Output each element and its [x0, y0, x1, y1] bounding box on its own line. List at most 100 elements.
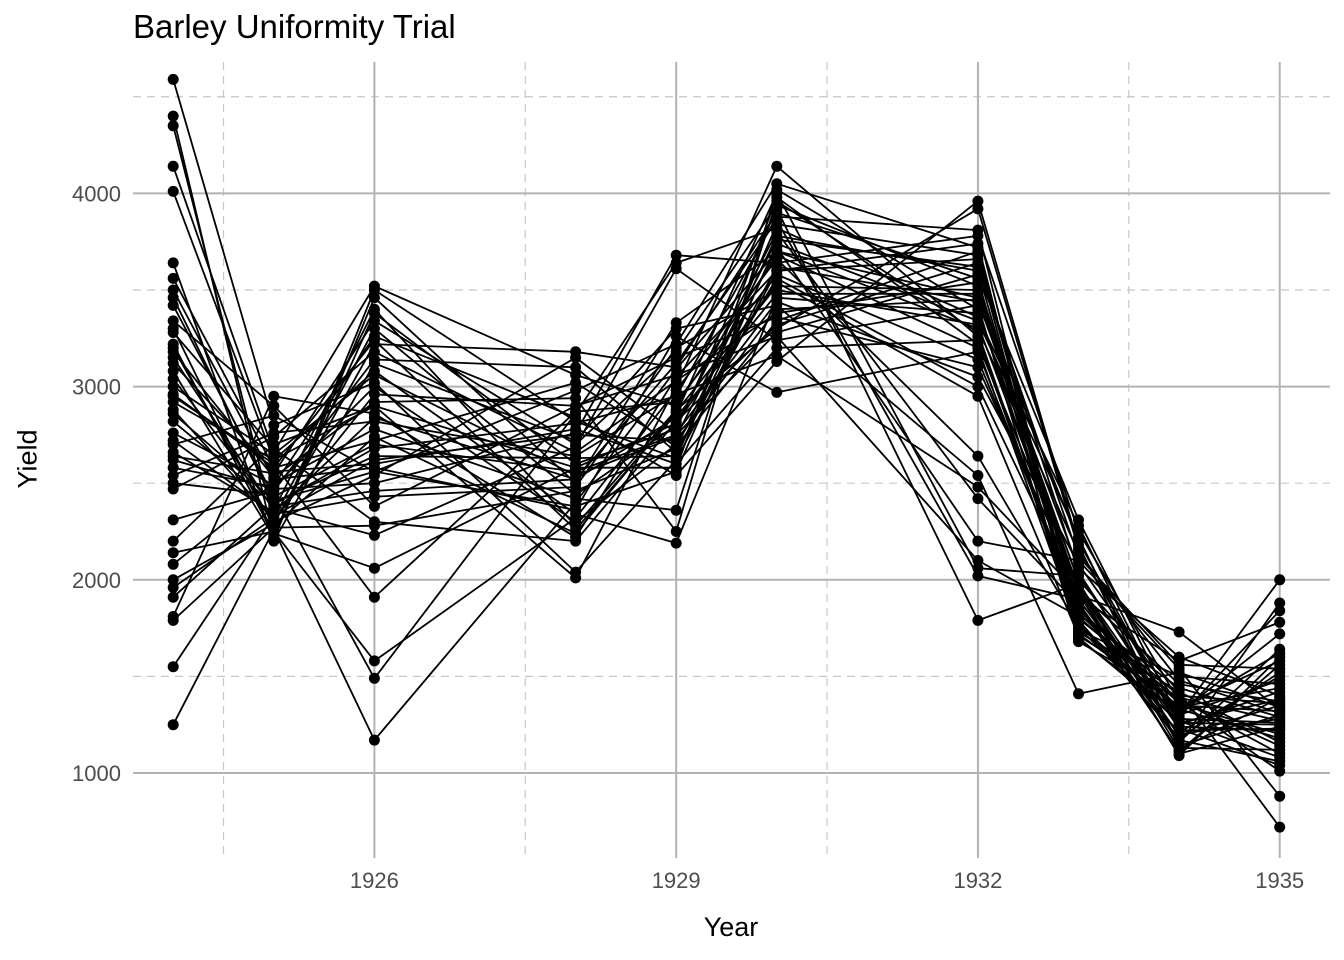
- data-point: [771, 214, 783, 226]
- data-point: [972, 481, 984, 493]
- data-point: [771, 222, 783, 234]
- data-point: [268, 431, 280, 443]
- data-point: [972, 230, 984, 242]
- data-point: [972, 493, 984, 505]
- series-line: [172, 250, 1280, 718]
- data-point: [167, 299, 179, 311]
- data-point: [570, 369, 582, 381]
- data-point: [570, 512, 582, 524]
- series-line: [172, 182, 1280, 685]
- data-point: [368, 491, 380, 503]
- data-point: [368, 354, 380, 365]
- data-point: [570, 400, 582, 412]
- data-point: [1173, 730, 1185, 742]
- data-point: [972, 354, 984, 365]
- series-line: [172, 234, 1281, 740]
- data-point: [570, 572, 582, 584]
- data-point: [771, 307, 783, 319]
- series-line: [172, 196, 1280, 738]
- data-point: [771, 334, 783, 346]
- data-point: [167, 454, 179, 466]
- data-point: [167, 284, 179, 296]
- data-point: [368, 408, 380, 420]
- data-point: [1073, 535, 1084, 547]
- data-point: [570, 462, 582, 474]
- data-point: [268, 454, 280, 466]
- data-point: [1073, 562, 1084, 574]
- y-tick-label: 1000: [72, 761, 121, 786]
- data-point: [670, 323, 682, 335]
- data-point: [167, 446, 179, 458]
- data-point: [1274, 647, 1286, 659]
- data-point: [771, 323, 783, 335]
- data-point: [771, 284, 783, 296]
- data-point: [368, 303, 380, 315]
- data-point: [972, 614, 984, 626]
- series-line: [172, 292, 1280, 726]
- data-point: [167, 462, 179, 474]
- data-point: [570, 423, 582, 435]
- data-point: [570, 446, 582, 458]
- data-point: [1274, 678, 1286, 690]
- data-point: [972, 562, 984, 574]
- data-point: [368, 734, 380, 746]
- data-point: [1274, 755, 1286, 767]
- data-point: [368, 529, 380, 541]
- data-point: [670, 330, 682, 342]
- data-point: [368, 591, 380, 603]
- data-point: [167, 415, 179, 427]
- data-point: [167, 120, 179, 132]
- data-point: [368, 562, 380, 574]
- data-point: [570, 377, 582, 389]
- data-point: [670, 537, 682, 549]
- data-point: [167, 470, 179, 481]
- data-point: [1274, 723, 1286, 735]
- data-point: [670, 257, 682, 269]
- data-point: [368, 500, 380, 512]
- data-point: [972, 390, 984, 402]
- data-point: [570, 473, 582, 485]
- data-point: [570, 497, 582, 508]
- data-point: [670, 435, 682, 447]
- data-point: [268, 439, 280, 450]
- data-point: [167, 323, 179, 335]
- data-point: [368, 315, 380, 327]
- data-point: [670, 526, 682, 537]
- data-point: [368, 346, 380, 358]
- data-point: [771, 191, 783, 203]
- y-tick-label: 2000: [72, 568, 121, 593]
- series-line: [172, 281, 1281, 710]
- data-point: [771, 386, 783, 398]
- grid: [133, 62, 1330, 858]
- data-point: [972, 338, 984, 350]
- data-point: [771, 203, 783, 215]
- data-point: [368, 435, 380, 447]
- data-point: [1274, 686, 1286, 698]
- data-point: [1073, 688, 1084, 700]
- data-point: [167, 365, 179, 377]
- data-point: [167, 558, 179, 570]
- series-line: [172, 207, 1280, 726]
- y-tick-label: 3000: [72, 375, 121, 400]
- data-point: [268, 508, 280, 520]
- series-lines: [172, 79, 1281, 828]
- data-point: [1274, 699, 1286, 711]
- data-point: [771, 356, 783, 367]
- data-point: [771, 253, 783, 265]
- data-point: [167, 408, 179, 420]
- x-tick-label: 1935: [1255, 868, 1304, 893]
- data-point: [167, 719, 179, 731]
- data-point: [167, 582, 179, 593]
- data-point: [972, 346, 984, 358]
- data-point: [972, 470, 984, 481]
- data-point: [167, 574, 179, 586]
- data-point: [570, 504, 582, 516]
- data-point: [670, 375, 682, 387]
- chart-title: Barley Uniformity Trial: [133, 8, 456, 45]
- data-point: [1173, 655, 1185, 667]
- data-point: [167, 381, 179, 393]
- data-point: [268, 473, 280, 485]
- x-tick-label: 1929: [652, 868, 701, 893]
- data-point: [368, 292, 380, 304]
- data-point: [771, 178, 783, 190]
